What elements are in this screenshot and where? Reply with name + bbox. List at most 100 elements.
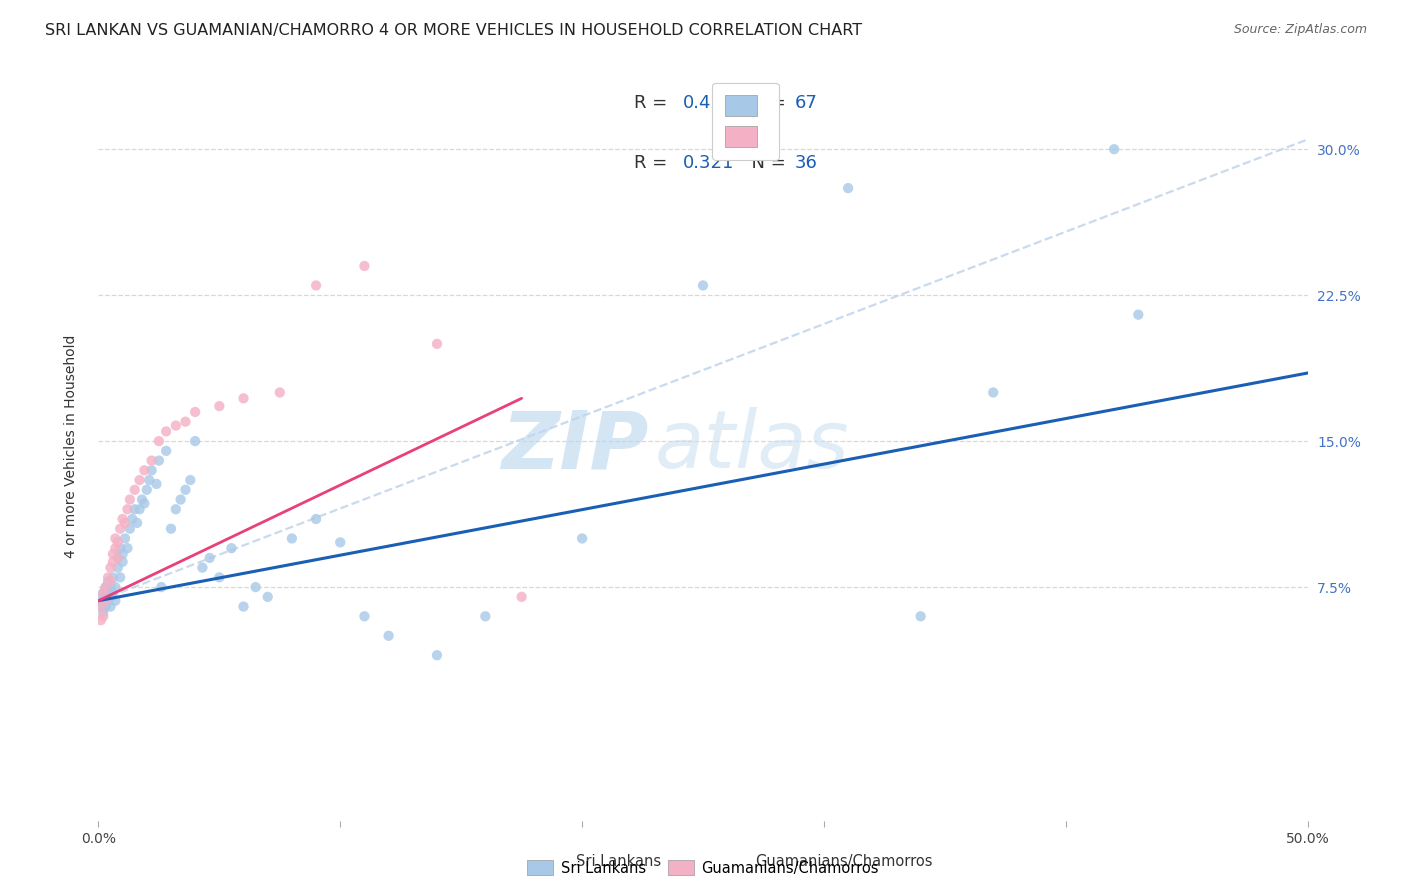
Text: 0.321: 0.321 (682, 153, 734, 172)
Point (90, 599, 112, 614)
Text: ZIP: ZIP (501, 407, 648, 485)
Text: N =: N = (741, 153, 792, 172)
Point (134, 463, 156, 477)
Point (90, 613, 112, 627)
Point (208, 399, 231, 413)
Point (305, 278, 328, 293)
Point (353, 259, 375, 273)
Point (1128, 308, 1150, 322)
Point (127, 516, 149, 530)
Point (128, 473, 150, 487)
Point (148, 453, 170, 467)
Point (124, 502, 146, 516)
Text: SRI LANKAN VS GUAMANIAN/CHAMORRO 4 OR MORE VEHICLES IN HOUSEHOLD CORRELATION CHA: SRI LANKAN VS GUAMANIAN/CHAMORRO 4 OR MO… (45, 23, 862, 38)
Point (117, 541, 139, 556)
Point (131, 492, 153, 507)
Point (101, 547, 124, 561)
Point (104, 541, 127, 556)
Point (104, 580, 127, 594)
Point (353, 609, 375, 624)
Point (97, 570, 120, 584)
Point (150, 580, 173, 594)
Point (100, 580, 122, 594)
Point (100, 574, 122, 589)
Point (97, 574, 120, 589)
Point (269, 385, 291, 400)
Point (174, 483, 197, 497)
Point (155, 443, 177, 458)
Text: R =: R = (634, 153, 673, 172)
Point (94, 590, 117, 604)
Text: N =: N = (741, 94, 792, 112)
Point (377, 629, 399, 643)
Point (118, 492, 141, 507)
Point (245, 580, 267, 594)
Legend: Sri Lankans, Guamanians/Chamorros: Sri Lankans, Guamanians/Chamorros (527, 861, 879, 876)
Point (91, 586, 114, 600)
Point (474, 609, 496, 624)
Point (169, 492, 191, 507)
Point (208, 570, 231, 584)
Point (910, 609, 932, 624)
Point (426, 648, 449, 663)
Point (114, 532, 136, 546)
Point (160, 522, 183, 536)
Point (138, 473, 160, 487)
Point (1102, 142, 1125, 156)
Point (155, 425, 177, 439)
Text: R =: R = (634, 94, 673, 112)
Point (97, 593, 120, 607)
Point (100, 590, 122, 604)
Point (107, 535, 129, 549)
Point (101, 555, 124, 569)
Point (124, 483, 146, 497)
Point (118, 522, 141, 536)
Point (94, 599, 117, 614)
Point (165, 418, 187, 433)
Point (179, 473, 201, 487)
Point (571, 532, 593, 546)
Point (329, 535, 352, 549)
Point (232, 392, 254, 406)
Text: Sri Lankans: Sri Lankans (576, 854, 661, 869)
Point (94, 593, 117, 607)
Point (104, 593, 127, 607)
Text: 36: 36 (794, 153, 818, 172)
Point (107, 550, 129, 565)
Point (101, 586, 124, 600)
Point (198, 550, 221, 565)
Legend: , : , (711, 83, 779, 160)
Point (91, 593, 114, 607)
Text: Guamanians/Chamorros: Guamanians/Chamorros (755, 854, 932, 869)
Point (107, 550, 129, 565)
Y-axis label: 4 or more Vehicles in Household: 4 or more Vehicles in Household (63, 334, 77, 558)
Point (692, 278, 714, 293)
Point (111, 555, 134, 569)
Point (108, 541, 131, 556)
Point (108, 570, 131, 584)
Point (90, 590, 112, 604)
Point (94, 580, 117, 594)
Point (91, 586, 114, 600)
Point (108, 522, 131, 536)
Point (128, 502, 150, 516)
Point (121, 512, 143, 526)
Text: 0.427: 0.427 (682, 94, 734, 112)
Point (141, 463, 163, 477)
Point (111, 547, 134, 561)
Point (100, 599, 122, 614)
Point (837, 181, 859, 195)
Point (107, 560, 129, 574)
Point (165, 502, 187, 516)
Text: Source: ZipAtlas.com: Source: ZipAtlas.com (1233, 23, 1367, 37)
Point (97, 586, 120, 600)
Point (174, 415, 197, 429)
Point (305, 512, 328, 526)
Point (148, 434, 170, 449)
Text: 67: 67 (794, 94, 818, 112)
Point (114, 516, 136, 530)
Point (221, 541, 243, 556)
Point (101, 570, 124, 584)
Point (91, 609, 114, 624)
Point (111, 512, 134, 526)
